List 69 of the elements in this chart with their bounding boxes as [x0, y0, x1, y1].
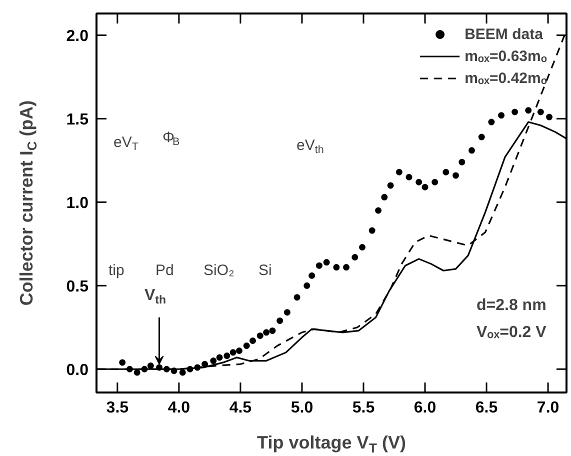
- point: [276, 317, 284, 324]
- point: [416, 178, 422, 186]
- point: [224, 352, 230, 360]
- point: [512, 108, 518, 116]
- point: [396, 168, 402, 176]
- annotation: d=2.8 nm: [476, 297, 546, 314]
- point: [381, 194, 388, 200]
- legend-label: mₒₓ=0.42mₒ: [464, 70, 547, 86]
- point: [452, 172, 460, 179]
- annotation: Pd: [156, 262, 174, 279]
- point: [284, 309, 290, 316]
- point: [294, 294, 300, 301]
- point: [537, 108, 544, 116]
- x-tick-label: 6.0: [414, 400, 436, 416]
- point: [243, 342, 250, 349]
- point: [119, 359, 126, 366]
- point: [525, 107, 532, 114]
- x-tick-label: 5.0: [290, 400, 314, 416]
- x-tick-label: 6.5: [475, 400, 498, 416]
- point: [387, 182, 394, 189]
- annotation: SiO₂: [204, 262, 235, 279]
- point: [498, 112, 505, 119]
- point: [368, 227, 376, 234]
- y-tick-label: 0.5: [66, 278, 89, 296]
- point: [263, 329, 270, 336]
- point: [352, 254, 358, 261]
- annotation: Vₒₓ=0.2 V: [476, 324, 547, 341]
- x-tick-label: 7.0: [536, 400, 560, 416]
- point: [304, 282, 310, 289]
- y-tick-label: 2.0: [66, 28, 89, 46]
- y-tick-label: 1.0: [66, 195, 89, 212]
- x-tick-label: 4.5: [229, 400, 252, 416]
- point: [333, 264, 340, 271]
- y-axis-title: Collector current IC (pA): [16, 100, 40, 306]
- point: [269, 327, 276, 334]
- x-tick-label: 4.0: [168, 400, 190, 416]
- point: [343, 264, 350, 271]
- point: [256, 332, 264, 339]
- x-tick-label: 5.5: [352, 400, 375, 416]
- point: [406, 174, 412, 180]
- point: [210, 358, 217, 364]
- point: [432, 178, 438, 186]
- annotation: tip: [108, 262, 124, 279]
- point: [202, 360, 208, 368]
- annotation: Si: [258, 262, 272, 279]
- point: [308, 272, 316, 279]
- point: [323, 259, 330, 266]
- legend-label: BEEM data: [464, 26, 543, 42]
- point: [546, 114, 553, 120]
- legend-label: mₒₓ=0.63mₒ: [464, 48, 547, 64]
- point: [230, 349, 236, 356]
- point: [422, 184, 428, 190]
- point: [236, 348, 242, 354]
- point: [442, 168, 450, 176]
- point: [134, 369, 140, 376]
- y-tick-label: 1.5: [66, 112, 89, 129]
- point: [147, 362, 154, 370]
- point: [488, 118, 495, 126]
- point: [458, 158, 466, 166]
- x-tick-label: 3.5: [106, 400, 129, 416]
- y-tick-label: 0.0: [66, 362, 89, 380]
- point: [478, 134, 485, 140]
- point: [250, 338, 256, 344]
- point: [468, 147, 476, 154]
- point: [359, 244, 366, 250]
- point: [179, 369, 186, 376]
- point: [375, 207, 382, 214]
- point: [216, 354, 223, 361]
- point: [316, 262, 322, 269]
